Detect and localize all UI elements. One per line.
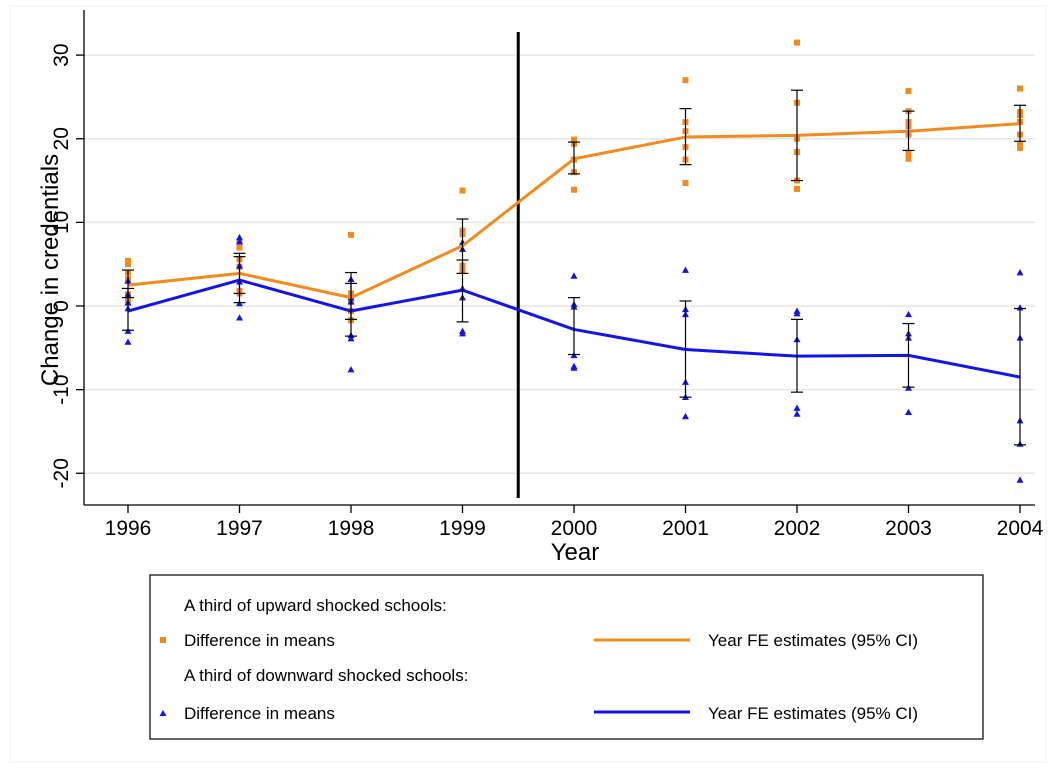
legend-line-label-downward: Year FE estimates (95% CI) bbox=[708, 704, 918, 723]
data-point-upward bbox=[1017, 144, 1023, 151]
data-point-downward bbox=[1016, 476, 1024, 483]
legend-points-label-downward: Difference in means bbox=[184, 704, 335, 723]
data-point-upward bbox=[571, 136, 577, 143]
data-point-downward bbox=[793, 404, 801, 411]
data-point-upward bbox=[905, 155, 912, 162]
x-tick-label: 2000 bbox=[551, 517, 598, 540]
x-axis-label: Year bbox=[551, 539, 600, 566]
data-point-upward bbox=[905, 88, 912, 95]
y-tick-label: 0 bbox=[50, 300, 73, 312]
data-point-downward bbox=[1016, 269, 1024, 276]
data-point-upward bbox=[571, 186, 577, 193]
x-tick-label: 1996 bbox=[105, 517, 152, 540]
y-tick-label: 30 bbox=[50, 43, 73, 66]
data-point-upward bbox=[348, 231, 354, 238]
y-tick-label: 10 bbox=[50, 211, 73, 234]
y-tick-label: -10 bbox=[50, 374, 73, 404]
data-point-downward bbox=[124, 338, 132, 345]
x-tick-label: 2001 bbox=[662, 517, 709, 540]
data-point-downward bbox=[793, 310, 801, 317]
x-tick-label: 1998 bbox=[328, 517, 375, 540]
data-point-upward bbox=[1017, 141, 1023, 148]
legend-marker-downward bbox=[159, 710, 167, 716]
data-point-upward bbox=[459, 187, 466, 194]
data-point-downward bbox=[682, 266, 689, 273]
legend-box bbox=[149, 574, 984, 740]
legend-line-label-upward: Year FE estimates (95% CI) bbox=[708, 631, 918, 650]
data-point-upward bbox=[1017, 85, 1023, 92]
legend-marker-upward bbox=[160, 637, 166, 643]
data-point-upward bbox=[905, 149, 912, 156]
legend-header-downward: A third of downward shocked schools: bbox=[184, 666, 468, 685]
data-point-upward bbox=[682, 77, 689, 84]
legend-points-label-upward: Difference in means bbox=[184, 631, 335, 650]
data-point-downward bbox=[236, 233, 243, 241]
data-point-downward bbox=[793, 410, 801, 417]
data-point-downward bbox=[905, 310, 912, 318]
y-tick-label: -20 bbox=[50, 458, 73, 488]
y-tick-label: 20 bbox=[50, 127, 73, 150]
y-axis-label: Change in credentials bbox=[37, 154, 64, 386]
data-point-downward bbox=[236, 238, 243, 245]
figure-border bbox=[9, 5, 1047, 763]
x-tick-label: 1999 bbox=[439, 517, 486, 540]
data-point-upward bbox=[125, 261, 131, 268]
data-point-downward bbox=[459, 330, 466, 337]
x-tick-label: 2003 bbox=[885, 517, 932, 540]
data-point-upward bbox=[236, 244, 243, 251]
data-point-downward bbox=[236, 314, 243, 321]
x-tick-label: 2002 bbox=[774, 517, 821, 540]
data-point-downward bbox=[905, 408, 912, 416]
data-point-upward bbox=[682, 180, 689, 187]
data-point-upward bbox=[794, 39, 800, 46]
data-point-upward bbox=[794, 185, 800, 192]
data-point-downward bbox=[682, 412, 689, 420]
legend: A third of upward shocked schools: Diffe… bbox=[149, 574, 984, 740]
data-point-downward bbox=[570, 272, 578, 279]
x-tick-label: 2004 bbox=[997, 517, 1044, 540]
data-point-downward bbox=[570, 364, 578, 371]
data-point-downward bbox=[347, 366, 355, 373]
data-point-downward bbox=[347, 335, 355, 342]
legend-header-upward: A third of upward shocked schools: bbox=[184, 596, 447, 615]
plot-area: -20 -10 0 10 20 30 1996 1997 1998 1999 2000 2001 200… bbox=[50, 10, 1044, 540]
x-tick-label: 1997 bbox=[216, 517, 263, 540]
data-point-upward bbox=[125, 257, 131, 264]
